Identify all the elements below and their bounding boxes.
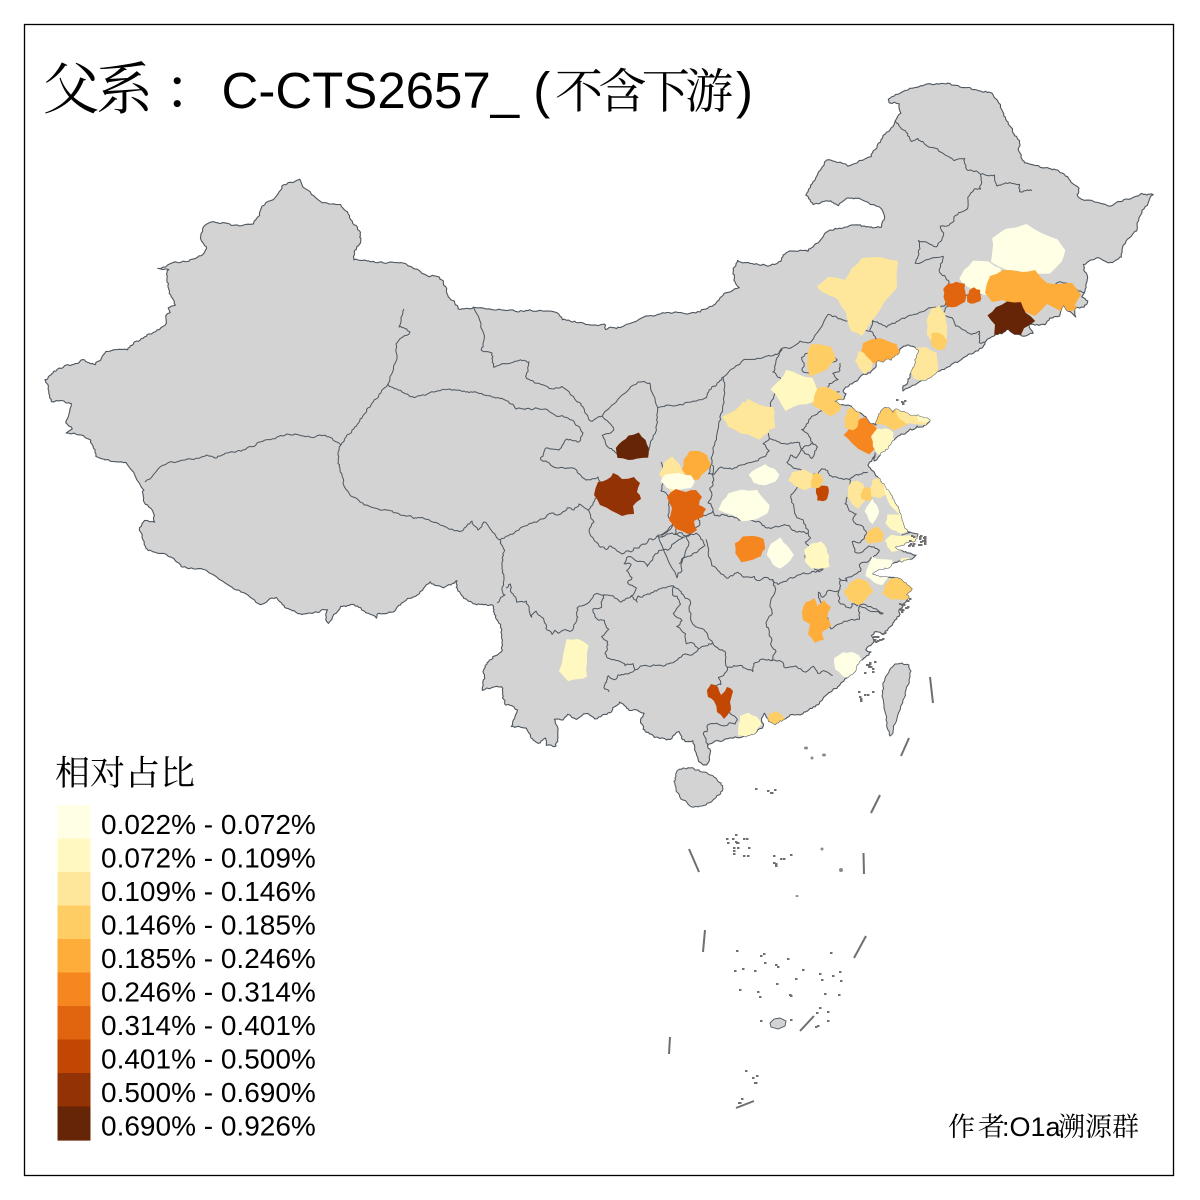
svg-text:0.690% - 0.926%: 0.690% - 0.926%	[101, 1111, 316, 1142]
svg-text:0.022% - 0.072%: 0.022% - 0.072%	[101, 809, 316, 840]
svg-text:): )	[736, 62, 753, 119]
svg-text:0.246% - 0.314%: 0.246% - 0.314%	[101, 977, 316, 1008]
svg-text:0.500% - 0.690%: 0.500% - 0.690%	[101, 1077, 316, 1108]
svg-text::O1a: :O1a	[1002, 1112, 1062, 1142]
svg-text:0.146% - 0.185%: 0.146% - 0.185%	[101, 910, 316, 941]
svg-text:0.185% - 0.246%: 0.185% - 0.246%	[101, 943, 316, 974]
svg-text:C-CTS2657_ (: C-CTS2657_ (	[222, 62, 551, 119]
svg-text:0.314% - 0.401%: 0.314% - 0.401%	[101, 1010, 316, 1041]
svg-text:0.109% - 0.146%: 0.109% - 0.146%	[101, 876, 316, 907]
svg-text:0.072% - 0.109%: 0.072% - 0.109%	[101, 843, 316, 874]
svg-text:0.401% - 0.500%: 0.401% - 0.500%	[101, 1044, 316, 1075]
